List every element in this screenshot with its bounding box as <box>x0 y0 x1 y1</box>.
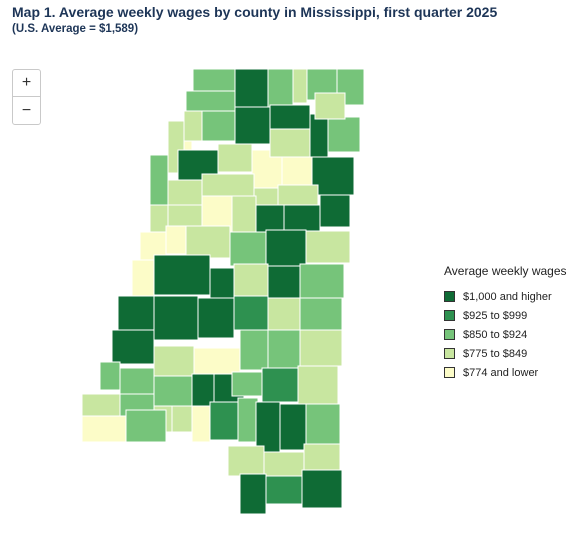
county-shape[interactable] <box>267 297 301 331</box>
county-shape[interactable] <box>131 259 155 301</box>
county-shape[interactable] <box>229 231 267 267</box>
legend-swatch <box>444 367 455 378</box>
county-shape[interactable] <box>192 68 236 92</box>
county-shape[interactable] <box>149 204 169 234</box>
county-shape[interactable] <box>327 116 361 153</box>
county-shape[interactable] <box>201 173 255 197</box>
county-shape[interactable] <box>153 254 211 296</box>
county-shape[interactable] <box>227 445 265 477</box>
county-shape[interactable] <box>171 405 193 433</box>
county-shape[interactable] <box>305 230 351 264</box>
legend: Average weekly wages $1,000 and higher $… <box>444 264 567 382</box>
county-shape[interactable] <box>111 329 155 365</box>
county-shapes <box>81 68 365 515</box>
county-shape[interactable] <box>185 225 231 259</box>
county-shape[interactable] <box>117 295 155 337</box>
legend-swatch <box>444 329 455 340</box>
county-shape[interactable] <box>119 367 155 395</box>
legend-swatch <box>444 310 455 321</box>
county-shape[interactable] <box>153 295 199 341</box>
county-shape[interactable] <box>255 204 285 234</box>
county-shape[interactable] <box>305 403 341 445</box>
county-shape[interactable] <box>279 403 307 451</box>
county-shape[interactable] <box>314 92 346 120</box>
legend-item-774-lower: $774 and lower <box>444 363 567 382</box>
county-shape[interactable] <box>185 90 236 112</box>
county-shape[interactable] <box>299 329 343 367</box>
county-shape[interactable] <box>125 409 167 443</box>
county-shape[interactable] <box>309 113 329 158</box>
county-shape[interactable] <box>239 329 269 371</box>
county-shape[interactable] <box>233 263 269 297</box>
county-shape[interactable] <box>303 443 341 471</box>
county-shape[interactable] <box>167 204 203 230</box>
county-shape[interactable] <box>191 405 211 443</box>
zoom-control: + − <box>12 69 41 125</box>
county-shape[interactable] <box>269 128 311 158</box>
county-shape[interactable] <box>209 401 239 441</box>
county-shape[interactable] <box>183 110 203 142</box>
map-subtitle: (U.S. Average = $1,589) <box>12 23 139 35</box>
county-shape[interactable] <box>193 347 241 375</box>
county-shape[interactable] <box>301 469 343 509</box>
county-shape[interactable] <box>165 225 187 255</box>
county-shape[interactable] <box>167 179 203 207</box>
legend-item-775-849: $775 to $849 <box>444 344 567 363</box>
county-shape[interactable] <box>267 329 301 369</box>
county-shape[interactable] <box>267 68 294 108</box>
legend-swatch <box>444 291 455 302</box>
county-shape[interactable] <box>261 367 299 403</box>
legend-item-925-999: $925 to $999 <box>444 306 567 325</box>
legend-label: $850 to $924 <box>463 328 528 341</box>
county-shape[interactable] <box>231 195 257 233</box>
legend-title: Average weekly wages <box>444 264 567 278</box>
county-shape[interactable] <box>263 451 305 477</box>
county-shape[interactable] <box>217 143 253 173</box>
county-shape[interactable] <box>99 361 121 391</box>
county-shape[interactable] <box>231 371 263 397</box>
county-shape[interactable] <box>269 104 311 130</box>
county-shape[interactable] <box>239 473 267 515</box>
county-shape[interactable] <box>234 68 269 108</box>
county-shape[interactable] <box>237 397 259 443</box>
county-shape[interactable] <box>153 375 193 407</box>
county-shape[interactable] <box>265 229 307 267</box>
county-shape[interactable] <box>265 475 303 505</box>
county-shape[interactable] <box>283 204 321 232</box>
county-shape[interactable] <box>255 401 281 453</box>
county-shape[interactable] <box>319 194 351 228</box>
county-shape[interactable] <box>197 297 235 339</box>
map-title: Map 1. Average weekly wages by county in… <box>12 4 498 20</box>
county-shape[interactable] <box>292 68 308 104</box>
legend-label: $775 to $849 <box>463 347 528 360</box>
county-shape[interactable] <box>267 265 301 299</box>
legend-item-1000-plus: $1,000 and higher <box>444 287 567 306</box>
county-shape[interactable] <box>81 415 127 443</box>
county-shape[interactable] <box>153 345 195 377</box>
zoom-out-button[interactable]: − <box>21 101 32 119</box>
county-shape[interactable] <box>233 295 269 331</box>
legend-label: $1,000 and higher <box>463 290 552 303</box>
legend-swatch <box>444 348 455 359</box>
county-shape[interactable] <box>299 297 343 331</box>
county-shape[interactable] <box>281 156 313 186</box>
zoom-in-button[interactable]: + <box>13 70 40 97</box>
county-shape[interactable] <box>277 184 319 206</box>
legend-label: $925 to $999 <box>463 309 528 322</box>
county-shape[interactable] <box>297 365 339 405</box>
county-shape[interactable] <box>234 106 271 145</box>
county-shape[interactable] <box>299 263 345 299</box>
legend-item-850-924: $850 to $924 <box>444 325 567 344</box>
legend-label: $774 and lower <box>463 366 539 379</box>
county-shape[interactable] <box>81 393 121 417</box>
county-shape[interactable] <box>201 110 236 142</box>
